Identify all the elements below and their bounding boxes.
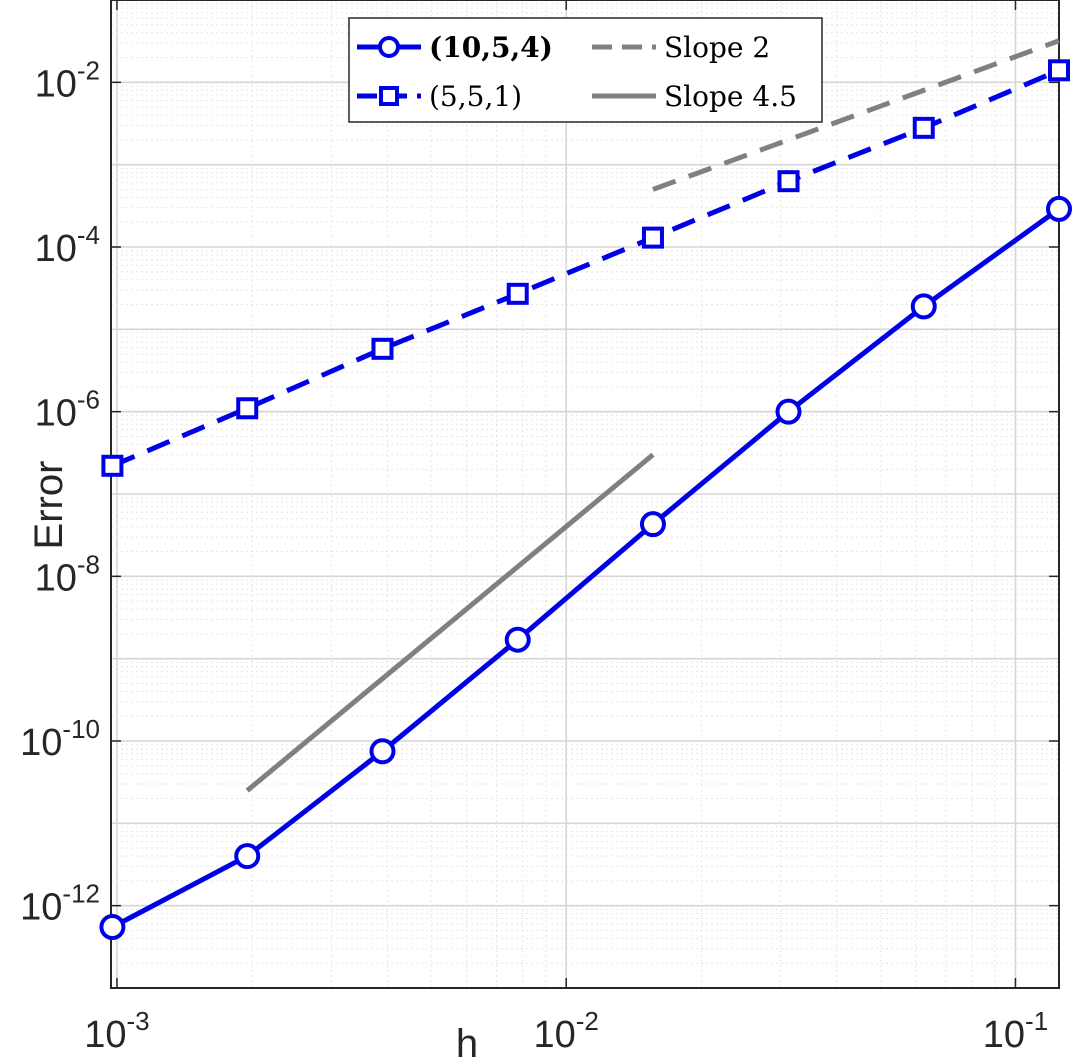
- series-line: [111, 206, 1061, 930]
- y-tick-base: 10: [35, 393, 77, 435]
- data-point: [639, 511, 666, 538]
- y-tick-base: 10: [35, 557, 77, 599]
- data-point: [504, 626, 531, 653]
- data-point: [910, 293, 937, 320]
- y-tick-base: 10: [20, 722, 62, 764]
- x-tick-exponent: -1: [1025, 1006, 1048, 1036]
- series-line: [245, 452, 655, 793]
- data-point: [506, 282, 529, 305]
- x-tick-exponent: -3: [127, 1006, 150, 1036]
- x-tick-label: 10-2: [533, 1006, 598, 1056]
- x-tick-label: 10-1: [983, 1006, 1048, 1056]
- y-tick-exponent: -8: [77, 549, 100, 579]
- data-point: [1046, 195, 1072, 222]
- y-tick-exponent: -2: [77, 55, 100, 85]
- series-group: [652, 38, 1060, 192]
- legend-marker: [379, 86, 399, 106]
- series-group: [245, 452, 655, 793]
- legend: (10,5,4) (5,5,1) Slope 2 Slope 4.5: [348, 17, 823, 123]
- y-axis-title: Error: [27, 461, 71, 550]
- x-tick-base: 10: [533, 1014, 575, 1056]
- data-point: [775, 398, 802, 425]
- grid: [111, 0, 1059, 989]
- legend-label: Slope 2: [664, 31, 770, 64]
- series-group: [101, 59, 1070, 477]
- y-tick-base: 10: [35, 63, 77, 105]
- y-tick-label: 10-8: [35, 549, 100, 599]
- y-tick-label: 10-6: [35, 385, 100, 435]
- y-tick-base: 10: [35, 228, 77, 270]
- data-point: [777, 170, 800, 193]
- legend-label: Slope 4.5: [664, 80, 797, 113]
- y-tick-base: 10: [20, 887, 62, 929]
- data-point: [369, 738, 396, 765]
- legend-label: (10,5,4): [429, 31, 553, 64]
- legend-item: (10,5,4): [357, 31, 553, 64]
- data-point: [99, 914, 126, 941]
- y-tick-label: 10-10: [20, 714, 100, 764]
- x-tick-base: 10: [84, 1014, 126, 1056]
- series-line: [111, 68, 1060, 469]
- y-tick-label: 10-4: [35, 220, 100, 270]
- data-point: [1048, 59, 1070, 82]
- x-tick-label: 10-3: [84, 1006, 149, 1056]
- legend-marker: [378, 36, 400, 58]
- data-point: [236, 397, 259, 420]
- y-tick-exponent: -10: [62, 714, 100, 744]
- x-axis-title: h: [456, 1022, 478, 1063]
- data-point: [371, 337, 394, 360]
- legend-item: Slope 2: [592, 31, 770, 64]
- data-point: [912, 116, 935, 139]
- plot-area-border: [110, 0, 1060, 989]
- data-point: [234, 843, 261, 870]
- series-lines: [99, 38, 1072, 941]
- y-tick-exponent: -6: [77, 385, 100, 415]
- series-group: [99, 195, 1072, 941]
- data-point: [101, 454, 124, 477]
- x-tick-exponent: -2: [576, 1006, 599, 1036]
- data-point: [641, 226, 664, 249]
- legend-item: Slope 4.5: [592, 80, 797, 113]
- y-tick-exponent: -4: [77, 220, 100, 250]
- legend-box: [348, 17, 823, 123]
- y-tick-label: 10-2: [35, 55, 100, 105]
- legend-item: (5,5,1): [357, 80, 522, 113]
- x-tick-base: 10: [983, 1014, 1025, 1056]
- series-line: [652, 38, 1060, 192]
- y-tick-label: 10-12: [20, 879, 100, 929]
- legend-label: (5,5,1): [429, 80, 522, 113]
- y-tick-exponent: -12: [62, 879, 100, 909]
